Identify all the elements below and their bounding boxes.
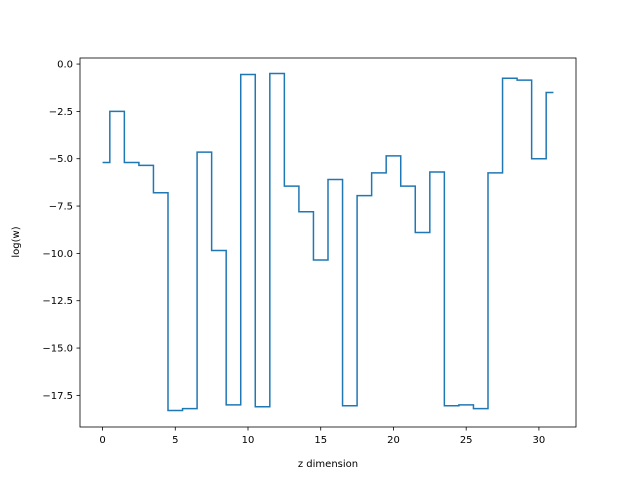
x-tick-label: 30 [533, 435, 546, 446]
y-tick-label: 0.0 [57, 60, 73, 71]
y-tick-label: −15.0 [42, 344, 73, 355]
series-step-line [102, 72, 554, 412]
y-tick-label: −10.0 [42, 249, 73, 260]
x-tick-label: 5 [172, 435, 178, 446]
x-tick-label: 20 [387, 435, 400, 446]
y-axis-ticks: 0.0 −2.5 −5.0 −7.5 −10.0 −12.5 −15.0 −17.5 [42, 60, 80, 402]
y-tick-label: −7.5 [49, 202, 73, 213]
x-axis-label: z dimension [298, 459, 358, 470]
x-tick-label: 0 [99, 435, 105, 446]
plot-frame [79, 57, 577, 428]
x-tick-label: 25 [460, 435, 473, 446]
x-tick-label: 15 [314, 435, 327, 446]
y-tick-label: −2.5 [49, 107, 73, 118]
y-axis-label: log(w) [11, 226, 22, 257]
series-layer [102, 72, 554, 412]
y-tick-label: −17.5 [42, 391, 73, 402]
x-tick-label: 10 [242, 435, 255, 446]
y-tick-label: −5.0 [49, 154, 73, 165]
x-axis-ticks: 0 5 10 15 20 25 30 [99, 427, 545, 446]
y-tick-label: −12.5 [42, 296, 73, 307]
